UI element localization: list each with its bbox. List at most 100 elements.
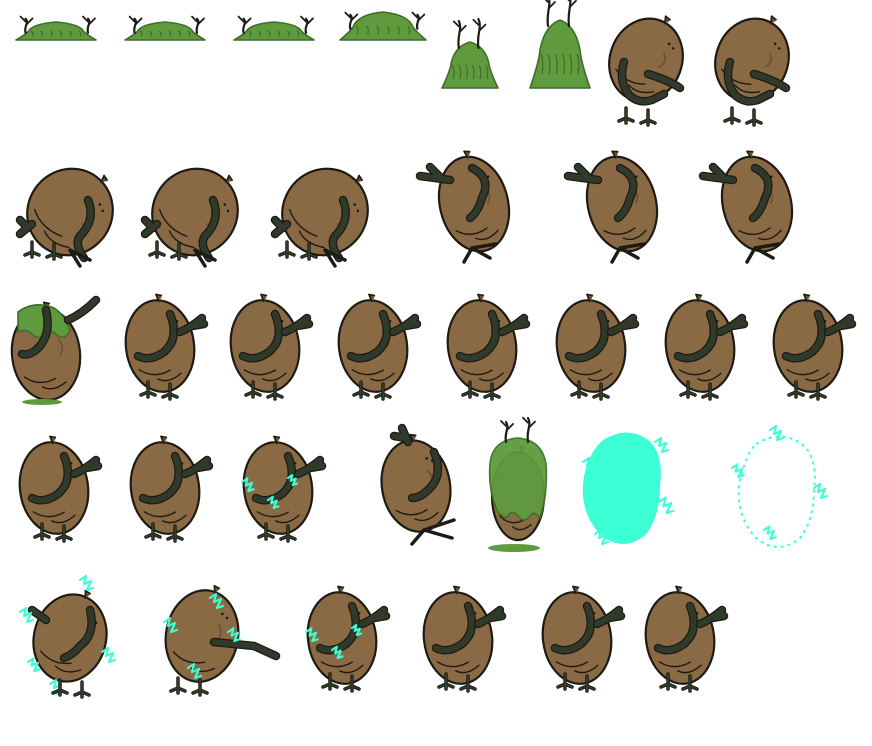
sprite-frame-r2-c4 bbox=[412, 140, 521, 282]
moss-mound-sprite bbox=[15, 15, 97, 41]
cyan-outline-sprite bbox=[730, 424, 829, 548]
sprite-frame-r3-c2 bbox=[110, 280, 219, 422]
potato-walk-sprite bbox=[380, 423, 456, 546]
sprite-frame-r3-c8 bbox=[758, 280, 867, 422]
potato-mossed-sprite bbox=[488, 416, 548, 552]
sprite-frame-r2-c6 bbox=[695, 140, 804, 282]
moss-mound-figure bbox=[15, 15, 97, 41]
potato-reach-figure bbox=[563, 150, 659, 264]
potato-crouch-sprite bbox=[608, 15, 685, 127]
sprite-frame-r1-c1 bbox=[6, 0, 115, 142]
sprite-frame-r4-c3 bbox=[228, 422, 337, 564]
potato-idle-sprite bbox=[18, 435, 103, 543]
potato-crouch-sprite bbox=[714, 15, 791, 127]
potato-idle-sprite bbox=[541, 585, 626, 693]
potato-idle-sprite bbox=[446, 293, 531, 401]
cyan-blob-figure bbox=[581, 432, 675, 546]
potato-idle-figure bbox=[644, 585, 729, 693]
potato-idle-sprite bbox=[129, 435, 214, 543]
sprite-frame-r3-c1 bbox=[2, 280, 111, 422]
sprite-frame-r4-c1 bbox=[4, 422, 113, 564]
potato-reach-sprite bbox=[563, 150, 659, 264]
potato-shock-heavy-figure bbox=[18, 574, 117, 699]
moss-mound-figure bbox=[339, 11, 427, 41]
moss-mound-sprite bbox=[339, 11, 427, 41]
potato-idle-figure bbox=[124, 293, 209, 401]
sprite-frame-r1-c7 bbox=[592, 0, 701, 142]
sprite-frame-r1-c3 bbox=[224, 0, 333, 142]
potato-idle-sprite bbox=[664, 293, 749, 401]
sprite-frame-r4-c6 bbox=[575, 422, 684, 564]
sprite-frame-r1-c2 bbox=[115, 0, 224, 142]
potato-shock-punch-sprite bbox=[162, 584, 281, 697]
potato-idle-sprite bbox=[124, 293, 209, 401]
sprite-frame-r2-c1 bbox=[10, 140, 119, 282]
sprite-frame-r1-c4 bbox=[333, 0, 442, 142]
potato-idle-sprite bbox=[772, 293, 857, 401]
moss-mound-sprite bbox=[233, 15, 315, 41]
moss-rise-sprite bbox=[529, 0, 591, 89]
sprite-frame-r3-c7 bbox=[650, 280, 759, 422]
cyan-blob-sprite bbox=[581, 432, 675, 546]
potato-walk-figure bbox=[380, 423, 456, 546]
potato-idle-sprite bbox=[555, 293, 640, 401]
sprite-frame-r1-c5 bbox=[420, 0, 529, 142]
potato-reach-sprite bbox=[698, 150, 794, 264]
sprite-frame-r5-c1 bbox=[18, 572, 129, 714]
sprite-frame-r2-c3 bbox=[265, 140, 374, 282]
potato-idle-figure bbox=[664, 293, 749, 401]
potato-idle-figure bbox=[337, 293, 422, 401]
sprite-frame-r2-c2 bbox=[135, 140, 244, 282]
potato-idle-figure bbox=[555, 293, 640, 401]
sprite-frame-r1-c6 bbox=[510, 0, 619, 142]
sprite-frame-r5-c4 bbox=[408, 572, 517, 714]
sprite-frame-r4-c2 bbox=[115, 422, 224, 564]
sprite-frame-r3-c3 bbox=[215, 280, 324, 422]
potato-moss-top-sprite bbox=[10, 295, 101, 405]
potato-idle-figure bbox=[129, 435, 214, 543]
cyan-outline-figure bbox=[730, 424, 829, 548]
sprite-frame-r4-c4 bbox=[372, 422, 481, 564]
sprite-frame-r2-c5 bbox=[560, 140, 669, 282]
moss-mound-figure bbox=[124, 15, 206, 41]
potato-shock-light-sprite bbox=[240, 435, 327, 543]
sprite-frame-r3-c4 bbox=[323, 280, 432, 422]
potato-mossed-figure bbox=[488, 416, 548, 552]
potato-lean-sprite bbox=[270, 167, 369, 268]
sprite-frame-r5-c5 bbox=[527, 572, 636, 714]
potato-lean-sprite bbox=[15, 167, 114, 268]
moss-mound-sprite bbox=[124, 15, 206, 41]
potato-crouch-figure bbox=[714, 15, 791, 127]
sprite-frame-r4-c5 bbox=[476, 416, 585, 564]
sprite-frame-r5-c6 bbox=[630, 572, 739, 714]
potato-shock-light-figure bbox=[240, 435, 327, 543]
moss-rise-figure bbox=[441, 17, 499, 89]
moss-rise-sprite bbox=[441, 17, 499, 89]
potato-idle-figure bbox=[772, 293, 857, 401]
potato-reach-figure bbox=[698, 150, 794, 264]
sprite-frame-r3-c5 bbox=[432, 280, 541, 422]
potato-shock-light-figure bbox=[304, 585, 391, 693]
potato-idle-sprite bbox=[229, 293, 314, 401]
potato-lean-figure bbox=[15, 167, 114, 268]
potato-idle-figure bbox=[422, 585, 507, 693]
potato-idle-sprite bbox=[644, 585, 729, 693]
potato-reach-figure bbox=[415, 150, 511, 264]
potato-idle-figure bbox=[229, 293, 314, 401]
moss-rise-figure bbox=[529, 0, 591, 89]
potato-shock-light-sprite bbox=[304, 585, 391, 693]
sprite-frame-r4-c7 bbox=[730, 422, 839, 564]
potato-shock-heavy-sprite bbox=[18, 574, 117, 699]
potato-idle-figure bbox=[18, 435, 103, 543]
potato-idle-figure bbox=[446, 293, 531, 401]
potato-idle-sprite bbox=[422, 585, 507, 693]
potato-idle-figure bbox=[541, 585, 626, 693]
sprite-frame-r3-c6 bbox=[541, 280, 650, 422]
sprite-frame-r5-c2 bbox=[158, 572, 281, 714]
potato-reach-sprite bbox=[415, 150, 511, 264]
potato-lean-sprite bbox=[140, 167, 239, 268]
potato-crouch-figure bbox=[608, 15, 685, 127]
potato-lean-figure bbox=[270, 167, 369, 268]
moss-mound-figure bbox=[233, 15, 315, 41]
